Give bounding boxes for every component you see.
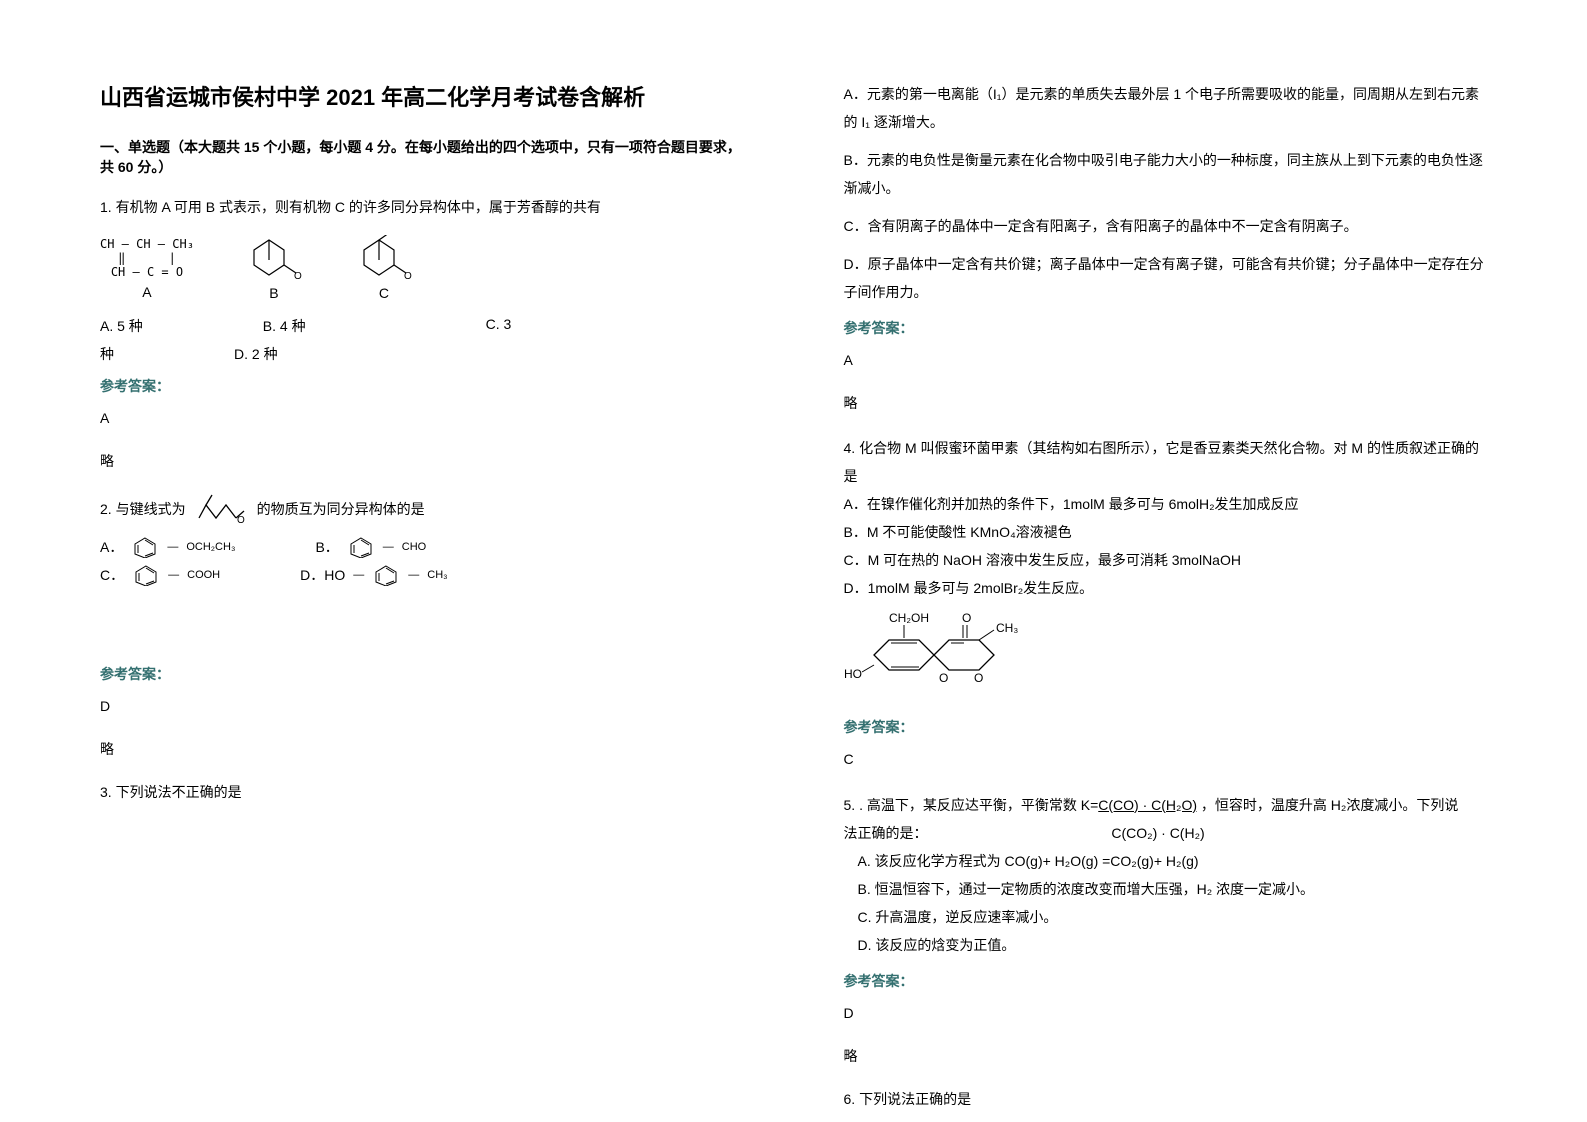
mol-o-mid: O	[939, 671, 948, 685]
q5-note: 略	[844, 1044, 1488, 1069]
q2-d-post: CH₃	[427, 569, 447, 581]
left-column: 山西省运城市侯村中学 2021 年高二化学月考试卷含解析 一、单选题（本大题共 …	[0, 0, 794, 1122]
q1-opt-b: B. 4 种	[263, 316, 306, 336]
q2-opts-row2: C． —COOH D．HO — —CH₃	[100, 564, 744, 586]
q2-b-post: CHO	[402, 541, 426, 553]
q3-stem: 3. 下列说法不正确的是	[100, 780, 744, 805]
norbornene-methyl-icon: O	[354, 235, 414, 280]
svg-text:O: O	[294, 271, 302, 280]
q1-note: 略	[100, 449, 744, 474]
q1-opt-c: C. 3	[486, 316, 512, 336]
norbornene-icon: O	[244, 235, 304, 280]
q1-opt-cont: 种	[100, 344, 114, 364]
q2-ans: D	[100, 694, 744, 719]
q3-ans-label: 参考答案：	[844, 318, 1488, 338]
q3-opt-d: D．原子晶体中一定含有共价键；离子晶体中一定含有离子键，可能含有共价键；分子晶体…	[844, 250, 1488, 306]
q1-opt-a: A. 5 种	[100, 316, 143, 336]
q1-struct-b: O B	[244, 235, 304, 301]
q2-stem-pre: 2. 与键线式为	[100, 497, 186, 522]
q1-label-b: B	[244, 285, 304, 301]
q3-opt-b: B．元素的电负性是衡量元素在化合物中吸引电子能力大小的一种标度，同主族从上到下元…	[844, 146, 1488, 202]
svg-text:O: O	[404, 271, 412, 280]
page-title: 山西省运城市侯村中学 2021 年高二化学月考试卷含解析	[100, 80, 744, 112]
q5-frac-top: C(CO) · C(H₂O)	[1098, 797, 1197, 813]
q2-a-post: OCH₂CH₃	[186, 541, 235, 553]
mol-ho: HO	[844, 667, 862, 681]
q4-stem: 4. 化合物 M 叫假蜜环菌甲素（其结构如右图所示），它是香豆素类天然化合物。对…	[844, 434, 1488, 490]
q4-opt-a: A．在镍作催化剂并加热的条件下，1molM 最多可与 6molH₂发生加成反应	[844, 490, 1488, 518]
q5-stem-line2: 法正确的是： C(CO₂) · C(H₂)	[844, 819, 1488, 847]
bondline-structure-icon: O	[194, 493, 249, 528]
q2-d-pre: D．HO	[300, 565, 345, 585]
q2-c-post: COOH	[187, 569, 220, 581]
mol-ch2oh: CH₂OH	[889, 611, 929, 625]
q2-opts-row1: A． —OCH₂CH₃ B． —CHO	[100, 536, 744, 558]
q5-opt-d: D. 该反应的焓变为正值。	[844, 931, 1488, 959]
q1-ans-label: 参考答案：	[100, 376, 744, 396]
q4-opt-b: B．M 不可能使酸性 KMnO₄溶液褪色	[844, 518, 1488, 546]
benzene-ring-icon	[132, 564, 160, 586]
q5-opt-a: A. 该反应化学方程式为 CO(g)+ H₂O(g) =CO₂(g)+ H₂(g…	[844, 847, 1488, 875]
q3-opt-a: A．元素的第一电离能（I₁）是元素的单质失去最外层 1 个电子所需要吸收的能量，…	[844, 80, 1488, 136]
q2-opt-b: B． —CHO	[315, 536, 426, 558]
q5-line2-pre: 法正确的是：	[844, 825, 928, 841]
q4-opt-d: D．1molM 最多可与 2molBr₂发生反应。	[844, 574, 1488, 602]
q5-opt-c: C. 升高温度，逆反应速率减小。	[844, 903, 1488, 931]
q2-a-pre: A．	[100, 537, 123, 557]
q1-struct-a: CH — CH — CH₃‖ |CH — C = O A	[100, 237, 194, 300]
q1-options-row2: 种 D. 2 种	[100, 344, 744, 364]
q1-label-a: A	[100, 284, 194, 300]
right-column: A．元素的第一电离能（I₁）是元素的单质失去最外层 1 个电子所需要吸收的能量，…	[794, 0, 1587, 1122]
q6-stem: 6. 下列说法正确的是	[844, 1087, 1488, 1112]
q5-opt-b: B. 恒温恒容下，通过一定物质的浓度改变而增大压强，H₂ 浓度一定减小。	[844, 875, 1488, 903]
q2-opt-c: C． —COOH	[100, 564, 220, 586]
mol-o-right: O	[974, 671, 983, 685]
q1-ans: A	[100, 406, 744, 431]
q5-stem-line1: 5. . 高温下，某反应达平衡，平衡常数 K=C(CO) · C(H₂O) ，恒…	[844, 791, 1488, 819]
q5-ans: D	[844, 1001, 1488, 1026]
q2-opt-d: D．HO — —CH₃	[300, 564, 448, 586]
benzene-ring-icon	[347, 536, 375, 558]
q5-ans-label: 参考答案：	[844, 971, 1488, 991]
q5-stem-pre: 5. . 高温下，某反应达平衡，平衡常数 K=	[844, 797, 1099, 813]
q4-ans-label: 参考答案：	[844, 717, 1488, 737]
mol-o-top: O	[962, 611, 971, 625]
struct-a-formula: CH — CH — CH₃‖ |CH — C = O	[100, 237, 194, 280]
q3-note: 略	[844, 391, 1488, 416]
q1-opt-d: D. 2 种	[234, 344, 278, 364]
benzene-ring-icon	[372, 564, 400, 586]
q1-label-c: C	[354, 285, 414, 301]
q2-stem-post: 的物质互为同分异构体的是	[257, 497, 425, 522]
q2-ans-label: 参考答案：	[100, 664, 744, 684]
section-heading: 一、单选题（本大题共 15 个小题，每小题 4 分。在每小题给出的四个选项中，只…	[100, 137, 744, 177]
q5-stem-post: ，恒容时，温度升高 H₂浓度减小。下列说	[1197, 797, 1458, 813]
q2-b-pre: B．	[315, 537, 338, 557]
q1-options-row1: A. 5 种 B. 4 种 C. 3	[100, 316, 744, 336]
q1-struct-c: O C	[354, 235, 414, 301]
q2-c-pre: C．	[100, 565, 124, 585]
coumarin-structure-icon: CH₂OH O CH₃ HO O O	[844, 610, 1044, 700]
mol-ch3: CH₃	[996, 621, 1018, 635]
benzene-ring-icon	[131, 536, 159, 558]
q1-structures: CH — CH — CH₃‖ |CH — C = O A O B O C	[100, 235, 744, 301]
q2-stem-row: 2. 与键线式为 O 的物质互为同分异构体的是	[100, 493, 744, 528]
q3-ans: A	[844, 348, 1488, 373]
q4-ans: C	[844, 747, 1488, 772]
q1-stem: 1. 有机物 A 可用 B 式表示，则有机物 C 的许多同分异构体中，属于芳香醇…	[100, 195, 744, 220]
q4-molecule: CH₂OH O CH₃ HO O O	[844, 610, 1488, 705]
q4-opt-c: C．M 可在热的 NaOH 溶液中发生反应，最多可消耗 3molNaOH	[844, 546, 1488, 574]
q2-note: 略	[100, 737, 744, 762]
spacer	[100, 592, 744, 652]
q3-opt-c: C．含有阴离子的晶体中一定含有阳离子，含有阳离子的晶体中不一定含有阴离子。	[844, 212, 1488, 240]
q5-frac-bot: C(CO₂) · C(H₂)	[1111, 825, 1204, 841]
q2-opt-a: A． —OCH₂CH₃	[100, 536, 235, 558]
